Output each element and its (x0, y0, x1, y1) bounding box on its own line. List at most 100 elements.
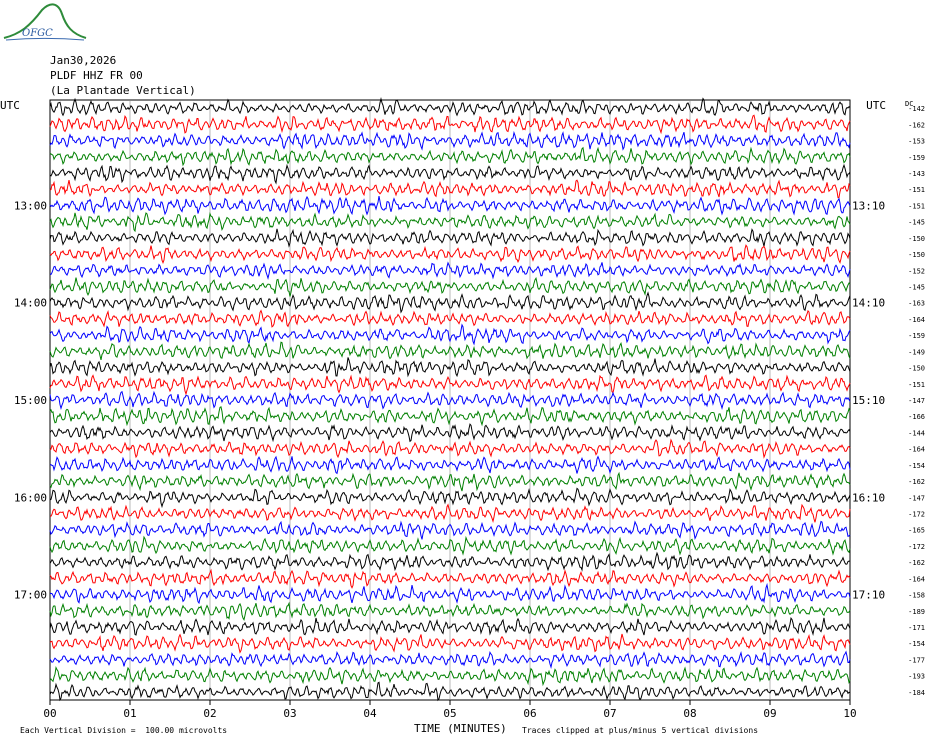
right-time-label: 14:10 (852, 297, 885, 310)
dc-offset-label: -177 (908, 656, 925, 664)
seismic-trace (49, 163, 851, 185)
left-time-label: 16:00 (14, 491, 47, 504)
dc-offset-label: -150 (908, 251, 925, 259)
dc-offset-label: -166 (908, 413, 925, 421)
station-label: PLDF HHZ FR 00 (50, 69, 143, 82)
seismic-trace (49, 582, 851, 605)
seismic-trace (49, 568, 851, 589)
dc-offset-label: -151 (908, 381, 925, 389)
dc-offset-label: -151 (908, 186, 925, 194)
seismic-trace (49, 114, 851, 135)
dc-offset-label: -162 (908, 121, 925, 129)
dc-offset-label: -154 (908, 640, 925, 648)
station-name-label: (La Plantade Vertical) (50, 84, 196, 97)
seismic-trace (49, 179, 851, 199)
logo-text: OFGC (22, 28, 53, 39)
dc-offset-label: -163 (908, 300, 925, 308)
x-tick-label: 09 (763, 707, 776, 720)
x-tick-label: 06 (523, 707, 536, 720)
seismic-trace (49, 520, 851, 540)
x-tick-label: 04 (363, 707, 377, 720)
dc-offset-label: -164 (908, 575, 925, 583)
dc-offset-label: -184 (908, 689, 925, 697)
dc-offset-label: -143 (908, 170, 925, 178)
seismic-trace (49, 633, 851, 654)
left-time-label: 15:00 (14, 394, 47, 407)
seismic-trace (49, 212, 851, 233)
dc-offset-label: -171 (908, 624, 925, 632)
seismic-trace (49, 535, 851, 556)
seismic-trace (49, 471, 851, 492)
dc-offset-label: -189 (908, 608, 925, 616)
seismic-trace (49, 374, 851, 396)
seismic-trace (49, 130, 851, 151)
right-time-label: 16:10 (852, 491, 885, 504)
left-time-label: 14:00 (14, 297, 47, 310)
dc-offset-label: -153 (908, 138, 925, 146)
dc-offset-label: -145 (908, 283, 925, 291)
seismic-trace (49, 601, 851, 622)
date-label: Jan30,2026 (50, 54, 117, 67)
seismic-trace (49, 455, 851, 475)
seismic-trace (49, 244, 851, 265)
seismic-trace (49, 650, 851, 670)
dc-offset-label: -159 (908, 154, 925, 162)
dc-offset-label: -150 (908, 235, 925, 243)
seismic-trace (49, 146, 851, 167)
dc-offset-label: -144 (908, 429, 925, 437)
dc-offset-label: -152 (908, 267, 925, 275)
seismic-trace (49, 97, 851, 117)
dc-offset-label: -151 (908, 202, 925, 210)
dc-offset-label: -154 (908, 462, 925, 470)
dc-offset-label: -193 (908, 673, 925, 681)
dc-offset-label: -162 (908, 559, 925, 567)
dc-offset-label: -164 (908, 446, 925, 454)
x-axis-title: TIME (MINUTES) (414, 722, 507, 735)
seismic-trace (49, 438, 851, 459)
x-tick-label: 05 (443, 707, 456, 720)
seismic-trace (49, 616, 851, 636)
x-tick-label: 03 (283, 707, 296, 720)
right-time-label: 15:10 (852, 394, 885, 407)
clip-note: Traces clipped at plus/minus 5 vertical … (522, 726, 759, 735)
x-tick-label: 10 (843, 707, 856, 720)
dc-offset-label: -145 (908, 219, 925, 227)
seismic-trace (49, 323, 851, 346)
dc-offset-label: -158 (908, 592, 925, 600)
seismic-trace (49, 341, 851, 361)
dc-offset-label: -165 (908, 527, 925, 535)
seismic-trace (49, 390, 851, 411)
dc-offset-label: -172 (908, 543, 925, 551)
left-time-label: 17:00 (14, 589, 47, 602)
left-time-label: 13:00 (14, 199, 47, 212)
ofgc-logo (3, 3, 87, 41)
seismic-trace (49, 681, 851, 702)
seismic-trace (49, 261, 851, 280)
seismic-trace (49, 487, 851, 509)
seismic-trace (49, 357, 851, 378)
x-tick-label: 00 (43, 707, 56, 720)
seismic-trace (49, 195, 851, 216)
dc-offset-label: -147 (908, 494, 925, 502)
right-utc-label: UTC (866, 99, 886, 112)
left-utc-label: UTC (0, 99, 20, 112)
right-time-label: 17:10 (852, 589, 885, 602)
dc-offset-label: -142 (908, 105, 925, 113)
dc-offset-label: -150 (908, 365, 925, 373)
seismic-trace (49, 551, 850, 572)
dc-offset-label: -164 (908, 316, 925, 324)
x-tick-label: 02 (203, 707, 216, 720)
seismic-trace (49, 277, 851, 297)
dc-offset-label: -147 (908, 397, 925, 405)
dc-column-header: DC (905, 100, 913, 108)
seismic-trace (49, 406, 851, 427)
scale-note: Each Vertical Division = 100.00 microvol… (20, 726, 228, 735)
seismic-trace (49, 423, 851, 443)
seismic-trace (49, 291, 851, 314)
x-tick-label: 07 (603, 707, 616, 720)
seismic-trace (49, 309, 851, 328)
dc-offset-label: -159 (908, 332, 925, 340)
seismic-trace (49, 665, 851, 687)
x-tick-label: 01 (123, 707, 136, 720)
